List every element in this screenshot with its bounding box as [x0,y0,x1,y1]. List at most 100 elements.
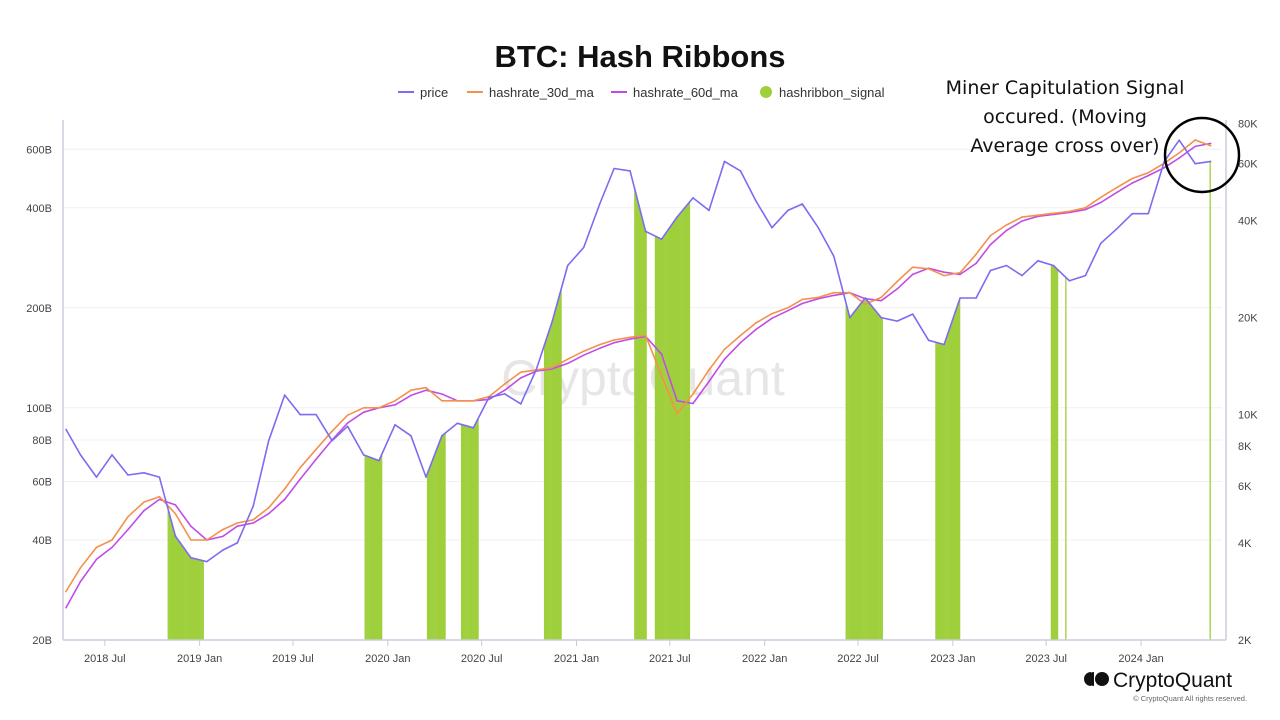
hashrate_60d_ma-point [755,328,757,331]
hashrate_30d_ma-point [551,366,554,369]
hashribbon-signal-bar [368,457,370,640]
price-point [660,238,663,241]
right-tick-label: 8K [1238,441,1252,453]
hashribbon-signal-bar [853,311,856,640]
hashribbon-signal-bar [554,311,556,640]
hashribbon-signal-bar [940,343,942,640]
hashrate_30d_ma-point [143,501,145,503]
hashrate_60d_ma-point [222,535,224,538]
x-tick-label: 2022 Jul [837,653,879,665]
copyright: © CryptoQuant All rights reserved. [1133,694,1247,703]
hashrate_30d_ma-point [613,339,615,341]
hashribbon-signal-bar [472,427,474,640]
hashrate_30d_ma-point [1068,210,1071,213]
hashribbon-signal-bar [936,342,938,640]
hashrate_30d_ma-point [848,291,851,294]
hashribbon-signal-bar [199,559,201,640]
hashribbon-signal-bar [674,220,676,640]
hashribbon-signal-bar [474,424,476,640]
price-point [504,393,506,395]
hashribbon-signal-bar [667,230,669,640]
price-point [1068,280,1071,282]
hashrate_30d_ma-point [755,322,757,324]
price-point [111,454,113,456]
hashrate_60d_ma-point [520,377,522,379]
hashribbon-signal-bar [177,540,180,640]
hashribbon-signal-bar [682,209,684,640]
brand-name: CryptoQuant [1113,669,1232,692]
hashribbon-signal-bar [688,202,691,640]
hashribbon-signal-bar [956,305,959,640]
price-point [582,246,585,249]
price-point [755,200,757,202]
hashrate_60d_ma-point [959,273,961,276]
price-point [1116,228,1118,230]
hashribbon-signal-bar [1056,269,1059,640]
hashribbon-signal-bar [476,420,478,640]
hashrate_60d_ma-point [79,580,82,583]
hashrate_60d_ma-point [613,341,615,344]
hashrate_60d_ma-point [236,525,239,528]
hashribbon-signal-bar [955,308,958,640]
legend-item-hashrate_60d_ma[interactable]: hashrate_60d_ma [611,85,739,100]
hashribbon-signal-bar [864,298,866,640]
hashribbon-signal-bar [551,322,553,640]
right-tick-label: 10K [1238,410,1258,422]
hashrate_60d_ma-point [1147,174,1150,177]
price-point [739,170,742,172]
hashribbon-signal-bar [373,458,376,640]
hashribbon-signal-bar [467,426,469,640]
hashrate_30d_ma-point [1037,214,1039,216]
hashrate_30d_ma-point [817,296,820,299]
hashribbon-signal-bar [461,424,464,640]
legend-item-hashribbon_signal[interactable]: hashribbon_signal [760,85,885,100]
price-point [283,394,286,396]
hashrate_60d_ma-point [708,380,710,383]
right-tick-label: 2K [1238,635,1252,647]
hashribbon-signal-bar [851,314,854,640]
hashrate_60d_ma-point [598,347,601,350]
hashrate_60d_ma-point [739,341,742,344]
legend-item-hashrate_30d_ma[interactable]: hashrate_30d_ma [467,85,595,100]
hashrate_30d_ma-point [1021,216,1023,218]
hashrate_60d_ma-point [989,243,992,246]
right-tick-label: 6K [1238,481,1252,493]
hashribbon-signal-bar [871,306,873,640]
hashribbon-signal-bar [183,547,185,640]
price-point [911,313,914,315]
price-point [535,368,538,371]
hashribbon-signal-bar [872,307,874,640]
price-point [267,439,270,442]
hashrate_60d_ma-point [566,362,569,365]
legend-item-price[interactable]: price [398,85,448,100]
hashribbon-signal-bar [427,470,430,640]
hashrate_60d_ma-point [692,402,694,405]
hashribbon-signal-bar [679,213,681,640]
hashribbon-signal-bar [443,434,445,640]
hashrate_30d_ma-point [299,466,301,469]
hashribbon-signal-bar [673,221,675,641]
hashribbon-signal-bar [375,459,378,640]
price-point [206,560,208,563]
hashrate_60d_ma-point [1005,229,1008,232]
hashrate_30d_ma-point [644,334,647,337]
hashrate_30d_ma-point [456,399,459,402]
annotation-circle [1163,116,1241,194]
hashribbon-signal-bar [193,558,195,640]
hashribbon-signal-bar [471,427,473,640]
hashrate_30d_ma-point [472,399,475,402]
hashribbon-signal-bar [642,221,644,640]
hashribbon-signal-bar [948,329,950,640]
hashribbon-signal-bar [655,236,658,641]
hashribbon-signal-bar [431,462,433,640]
price-point [472,427,475,429]
price-point [1178,139,1181,141]
hashribbon-signal-bar [658,238,661,641]
hashrate_30d_ma-point [801,298,804,301]
hashrate_30d_ma-point [378,406,380,409]
hashribbon-signal-bar [550,325,552,640]
hashrate_60d_ma-point [1209,142,1212,145]
hashrate_30d_ma-point [692,393,694,395]
hashrate_30d_ma-point [660,374,663,377]
hashribbon-signal-bar [687,203,690,640]
